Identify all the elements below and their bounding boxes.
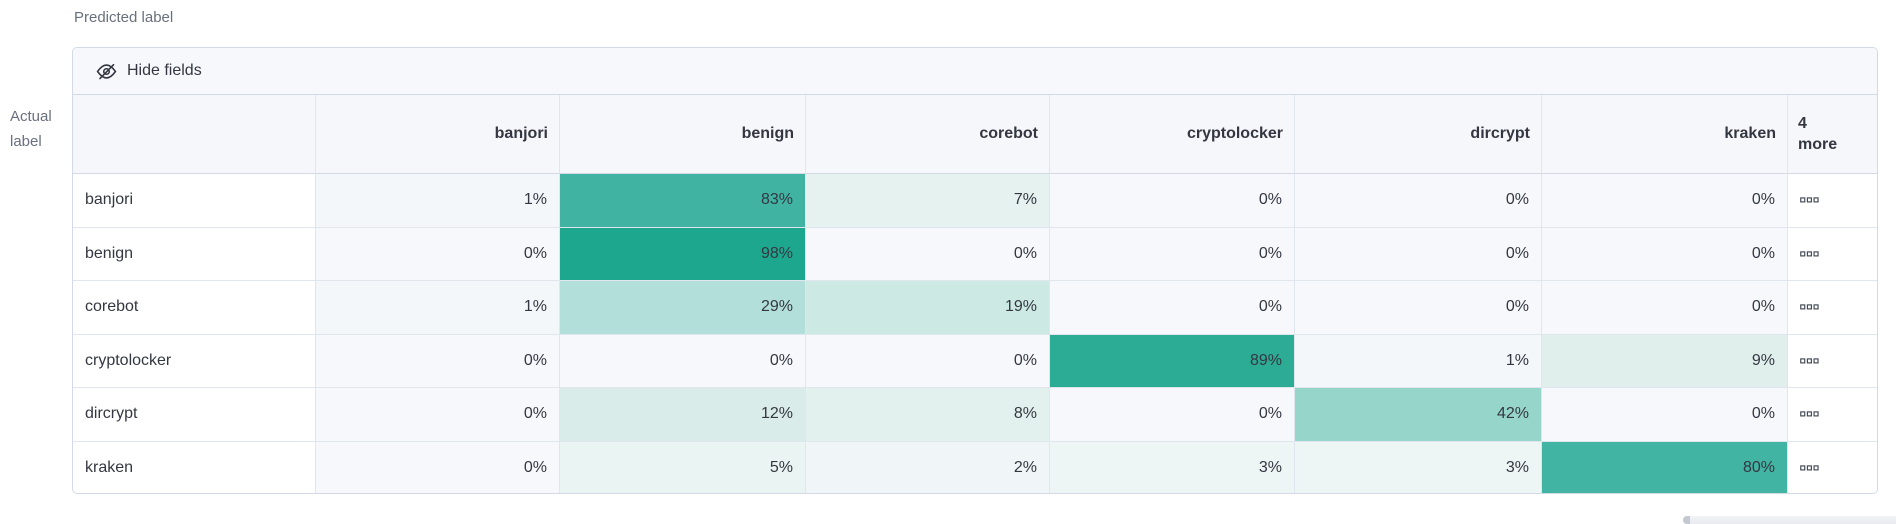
cell-cryptolocker-benign: 0% bbox=[560, 334, 806, 388]
cell-banjori-corebot: 7% bbox=[806, 174, 1050, 228]
cell-dircrypt-corebot: 8% bbox=[806, 388, 1050, 442]
cell-dircrypt-dircrypt: 42% bbox=[1295, 388, 1542, 442]
more-columns-cell-corebot[interactable] bbox=[1788, 281, 1877, 335]
column-header-more[interactable]: 4 more bbox=[1788, 95, 1877, 174]
cell-dircrypt-benign: 12% bbox=[560, 388, 806, 442]
cell-banjori-dircrypt: 0% bbox=[1295, 174, 1542, 228]
actual-axis-label-line2: label bbox=[10, 133, 42, 150]
predicted-axis-label: Predicted label bbox=[74, 9, 174, 26]
more-columns-cell-banjori[interactable] bbox=[1788, 174, 1877, 228]
column-header-benign[interactable]: benign bbox=[560, 95, 806, 174]
more-columns-cell-benign[interactable] bbox=[1788, 227, 1877, 281]
boxes-horizontal-icon bbox=[1800, 197, 1819, 203]
actual-axis-label-line1: Actual bbox=[10, 108, 52, 125]
cell-banjori-benign: 83% bbox=[560, 174, 806, 228]
cell-corebot-corebot: 19% bbox=[806, 281, 1050, 335]
row-label-benign: benign bbox=[73, 227, 316, 281]
cell-benign-kraken: 0% bbox=[1542, 227, 1788, 281]
cell-corebot-dircrypt: 0% bbox=[1295, 281, 1542, 335]
hide-fields-button[interactable]: Hide fields bbox=[73, 48, 1877, 95]
cell-benign-banjori: 0% bbox=[316, 227, 560, 281]
column-header-corebot[interactable]: corebot bbox=[806, 95, 1050, 174]
cell-kraken-cryptolocker: 3% bbox=[1050, 441, 1295, 493]
column-header-kraken[interactable]: kraken bbox=[1542, 95, 1788, 174]
cell-banjori-banjori: 1% bbox=[316, 174, 560, 228]
cell-banjori-cryptolocker: 0% bbox=[1050, 174, 1295, 228]
more-columns-cell-dircrypt[interactable] bbox=[1788, 388, 1877, 442]
cell-corebot-kraken: 0% bbox=[1542, 281, 1788, 335]
matrix-row-corebot: corebot 1% 29% 19% 0% 0% 0% bbox=[73, 281, 1877, 335]
cell-dircrypt-banjori: 0% bbox=[316, 388, 560, 442]
hide-fields-label: Hide fields bbox=[127, 62, 202, 79]
confusion-matrix-grid: Hide fields banjori benign corebot cryptolo… bbox=[72, 47, 1878, 494]
matrix-row-dircrypt: dircrypt 0% 12% 8% 0% 42% 0% bbox=[73, 388, 1877, 442]
matrix-row-banjori: banjori 1% 83% 7% 0% 0% 0% bbox=[73, 174, 1877, 228]
cell-corebot-cryptolocker: 0% bbox=[1050, 281, 1295, 335]
matrix-row-benign: benign 0% 98% 0% 0% 0% 0% bbox=[73, 227, 1877, 281]
matrix-row-cryptolocker: cryptolocker 0% 0% 0% 89% 1% 9% bbox=[73, 334, 1877, 388]
cell-dircrypt-kraken: 0% bbox=[1542, 388, 1788, 442]
boxes-horizontal-icon bbox=[1800, 411, 1819, 417]
boxes-horizontal-icon bbox=[1800, 304, 1819, 310]
cell-cryptolocker-cryptolocker: 89% bbox=[1050, 334, 1295, 388]
row-label-dircrypt: dircrypt bbox=[73, 388, 316, 442]
boxes-horizontal-icon bbox=[1800, 465, 1819, 471]
cell-dircrypt-cryptolocker: 0% bbox=[1050, 388, 1295, 442]
grid-header-row: banjori benign corebot cryptolocker dircrypt… bbox=[73, 95, 1877, 174]
cell-kraken-dircrypt: 3% bbox=[1295, 441, 1542, 493]
cell-cryptolocker-banjori: 0% bbox=[316, 334, 560, 388]
cell-kraken-banjori: 0% bbox=[316, 441, 560, 493]
row-label-kraken: kraken bbox=[73, 441, 316, 493]
cell-kraken-kraken: 80% bbox=[1542, 441, 1788, 493]
cell-kraken-corebot: 2% bbox=[806, 441, 1050, 493]
cell-corebot-benign: 29% bbox=[560, 281, 806, 335]
cell-banjori-kraken: 0% bbox=[1542, 174, 1788, 228]
column-header-banjori[interactable]: banjori bbox=[316, 95, 560, 174]
cell-cryptolocker-kraken: 9% bbox=[1542, 334, 1788, 388]
boxes-horizontal-icon bbox=[1800, 358, 1819, 364]
cell-kraken-benign: 5% bbox=[560, 441, 806, 493]
cell-benign-benign: 98% bbox=[560, 227, 806, 281]
column-header-dircrypt[interactable]: dircrypt bbox=[1295, 95, 1542, 174]
grid-corner-cell bbox=[73, 95, 316, 174]
cell-benign-corebot: 0% bbox=[806, 227, 1050, 281]
more-columns-cell-cryptolocker[interactable] bbox=[1788, 334, 1877, 388]
column-header-cryptolocker[interactable]: cryptolocker bbox=[1050, 95, 1295, 174]
scrollbar-thumb[interactable] bbox=[1683, 516, 1690, 524]
cell-corebot-banjori: 1% bbox=[316, 281, 560, 335]
eye-closed-icon bbox=[96, 61, 117, 82]
row-label-cryptolocker: cryptolocker bbox=[73, 334, 316, 388]
boxes-horizontal-icon bbox=[1800, 251, 1819, 257]
grid-body: banjori 1% 83% 7% 0% 0% 0% benign 0% 98% 0% 0% 0% 0%… bbox=[73, 174, 1877, 493]
horizontal-scrollbar[interactable] bbox=[1683, 516, 1896, 524]
row-label-banjori: banjori bbox=[73, 174, 316, 228]
cell-benign-cryptolocker: 0% bbox=[1050, 227, 1295, 281]
actual-axis-label: Actual label bbox=[10, 104, 66, 154]
more-columns-cell-kraken[interactable] bbox=[1788, 441, 1877, 493]
cell-cryptolocker-corebot: 0% bbox=[806, 334, 1050, 388]
row-label-corebot: corebot bbox=[73, 281, 316, 335]
cell-benign-dircrypt: 0% bbox=[1295, 227, 1542, 281]
cell-cryptolocker-dircrypt: 1% bbox=[1295, 334, 1542, 388]
matrix-row-kraken: kraken 0% 5% 2% 3% 3% 80% bbox=[73, 441, 1877, 493]
